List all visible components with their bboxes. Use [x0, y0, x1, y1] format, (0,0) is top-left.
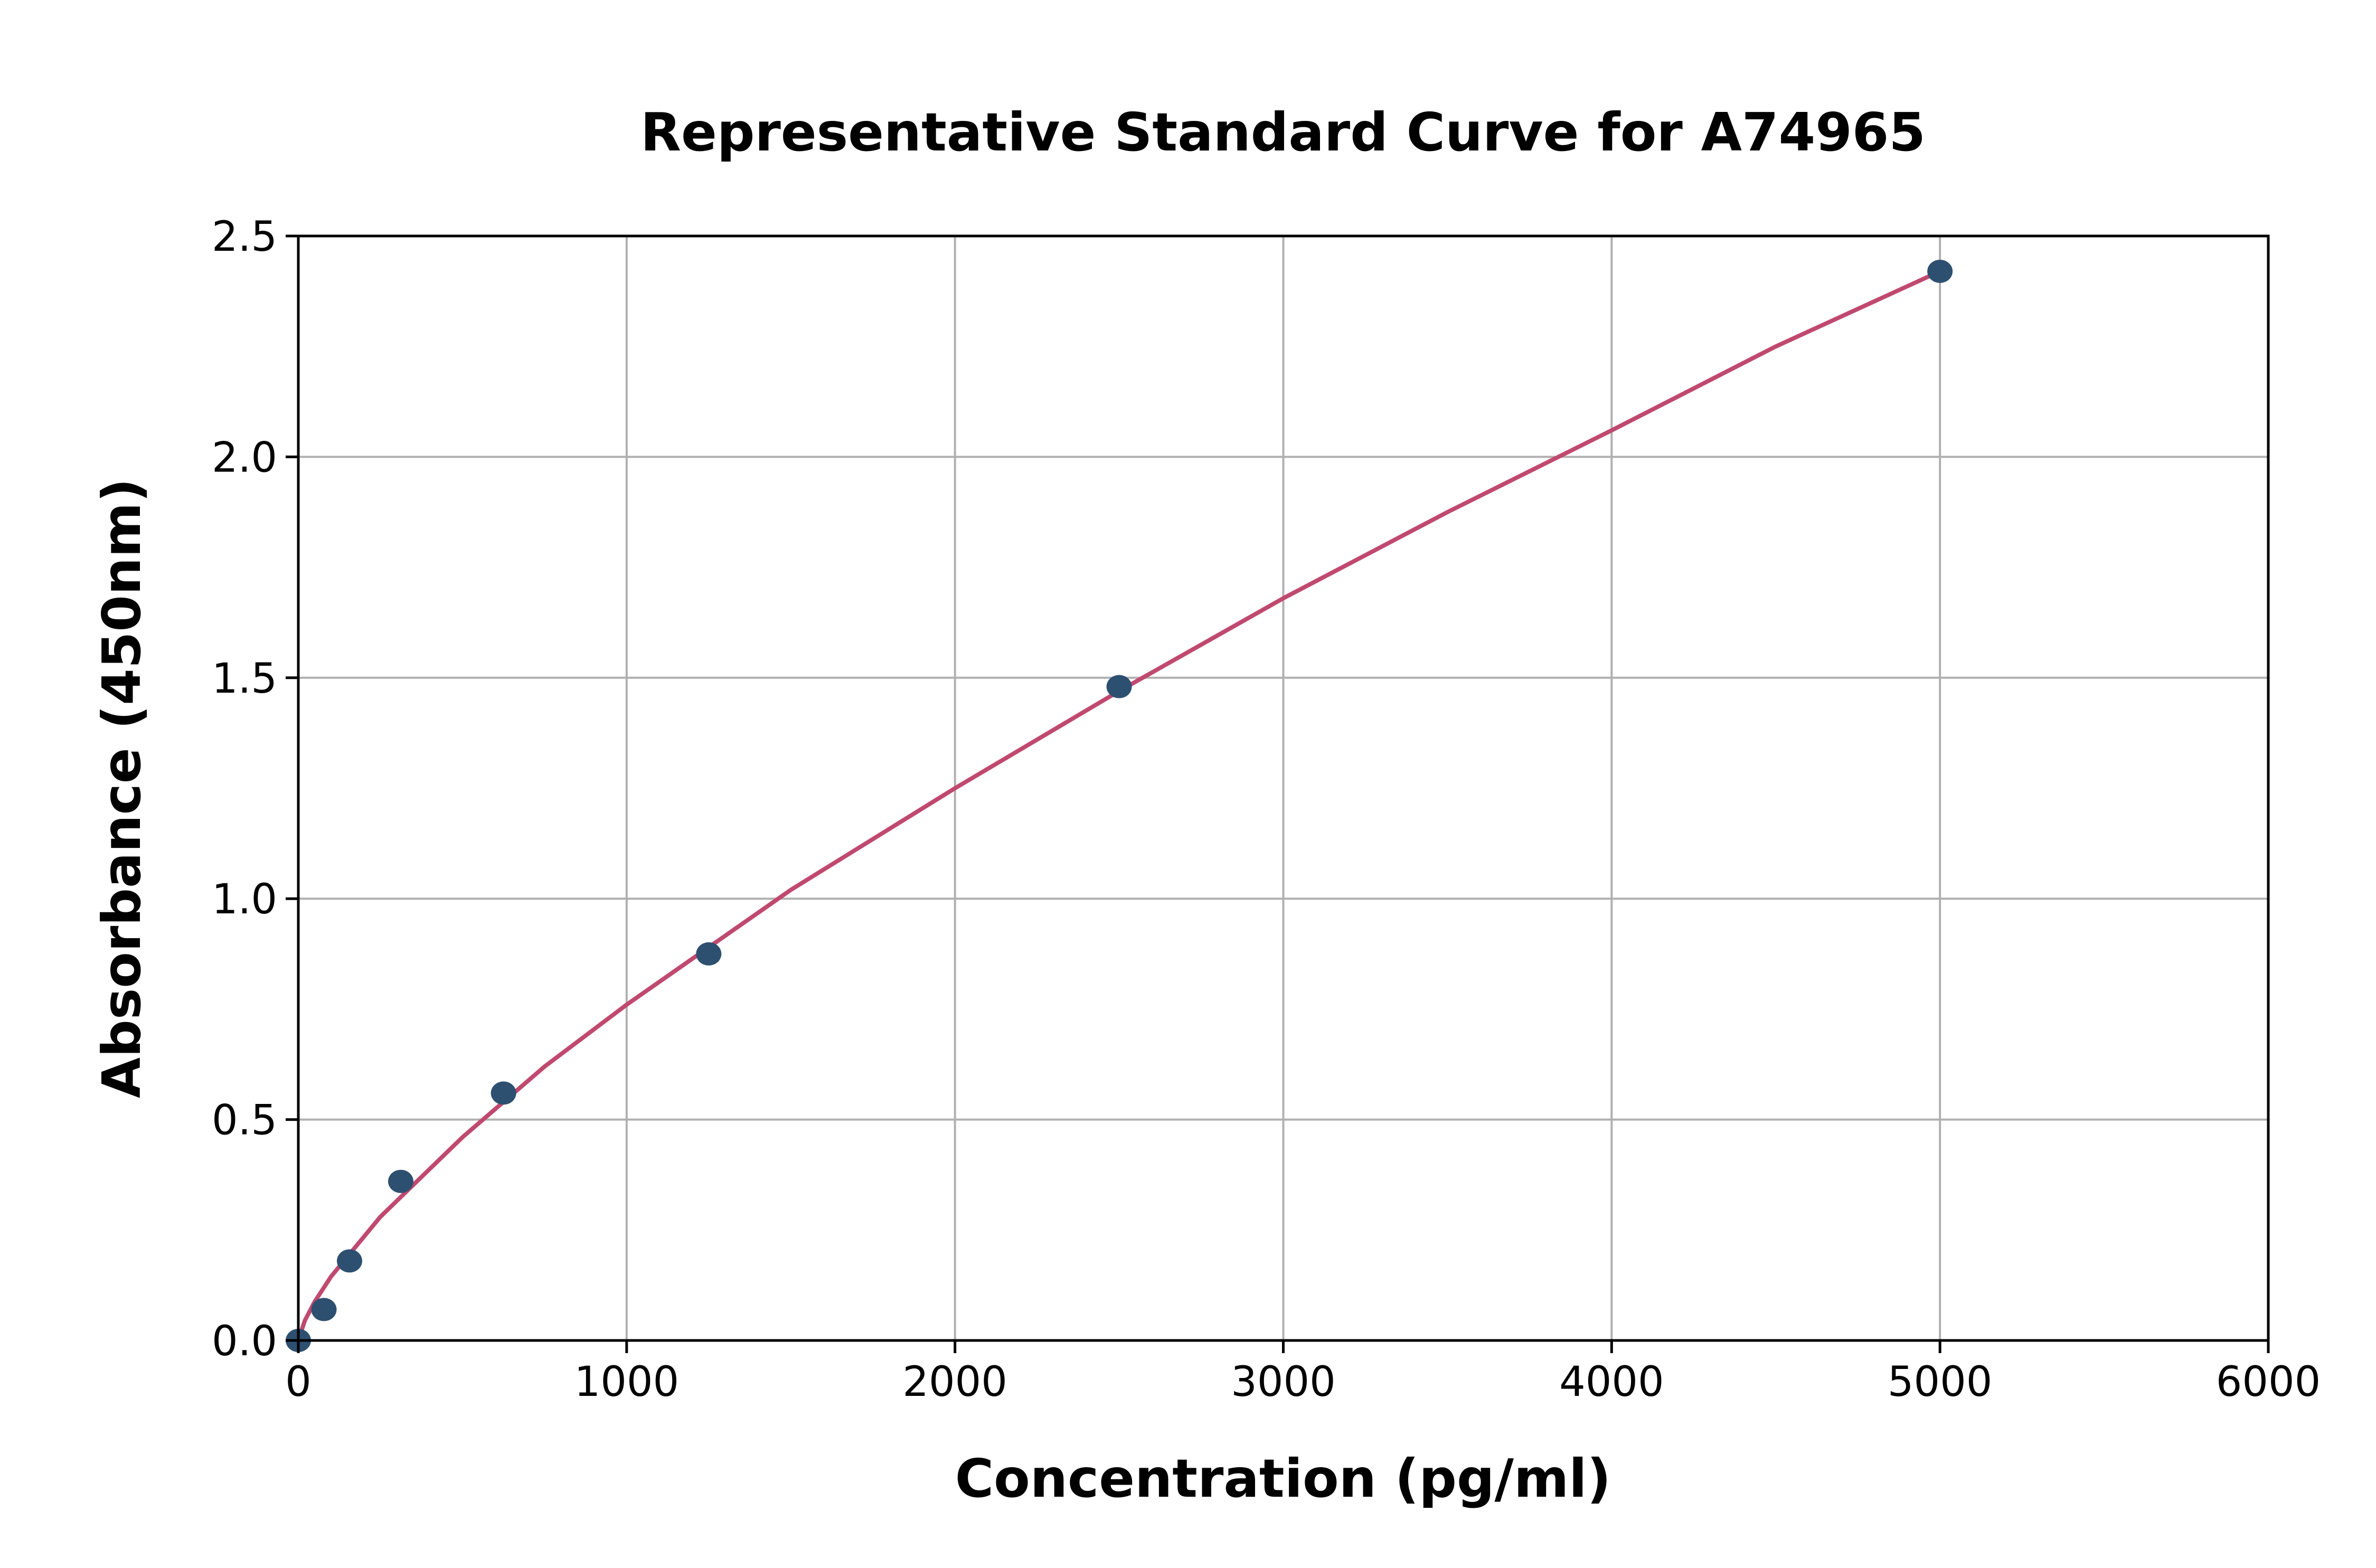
data-point — [1927, 259, 1953, 283]
x-tick-label: 6000 — [2216, 1358, 2321, 1406]
grid — [297, 235, 2269, 1342]
data-point — [1106, 675, 1132, 698]
data-point — [696, 942, 722, 966]
y-axis-ticks: 0.0 0.5 1.0 1.5 2.0 2.5 — [212, 213, 298, 1365]
data-points-layer — [286, 259, 1953, 1352]
y-tick-label: 1.0 — [212, 876, 277, 923]
data-point — [337, 1249, 363, 1273]
x-axis-label: Concentration (pg/ml) — [955, 1448, 1611, 1509]
fit-curve-line — [296, 269, 1941, 1342]
x-tick-label: 3000 — [1231, 1358, 1336, 1406]
data-point — [491, 1081, 516, 1105]
y-tick-label: 0.0 — [212, 1318, 277, 1365]
x-tick-label: 2000 — [902, 1358, 1007, 1406]
data-point — [311, 1298, 337, 1321]
y-tick-label: 2.0 — [212, 434, 277, 481]
x-tick-label: 5000 — [1888, 1358, 1993, 1406]
x-tick-label: 1000 — [574, 1358, 680, 1406]
chart-title: Representative Standard Curve for A74965 — [640, 101, 1926, 163]
x-tick-label: 4000 — [1559, 1358, 1664, 1406]
y-axis-label: Absorbance (450nm) — [91, 478, 153, 1098]
y-tick-label: 2.5 — [212, 213, 277, 261]
x-tick-label: 0 — [285, 1358, 312, 1406]
x-axis-ticks: 0 1000 2000 3000 4000 5000 6000 — [285, 1340, 2321, 1406]
data-point — [388, 1169, 414, 1193]
y-tick-label: 0.5 — [212, 1097, 277, 1145]
y-tick-label: 1.5 — [212, 655, 277, 703]
fit-curve-layer — [296, 269, 1941, 1342]
